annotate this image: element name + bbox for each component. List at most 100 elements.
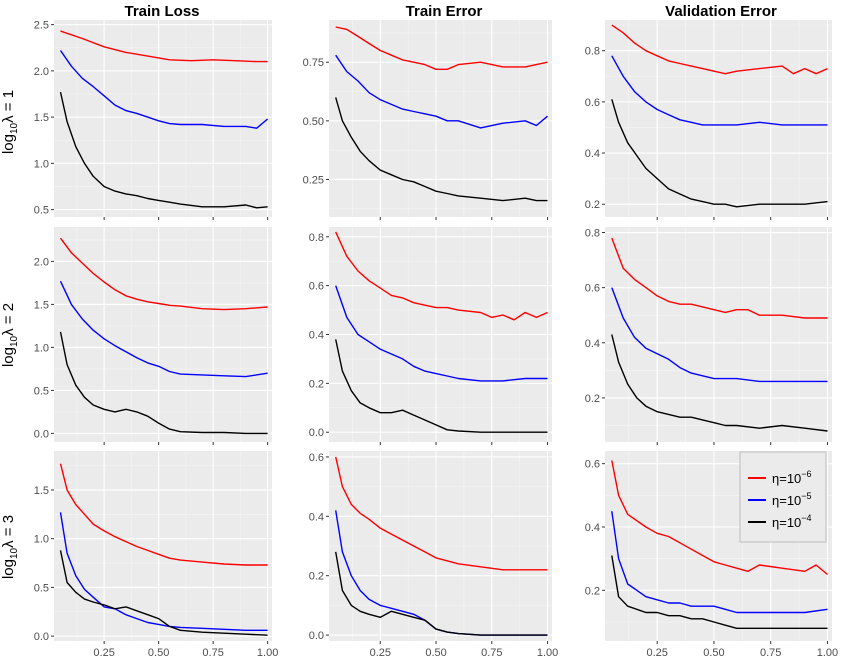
row-label-rest: λ = 2 (0, 303, 17, 336)
y-tick-label: 0.6 (585, 459, 600, 471)
series-line--10-5 (335, 54, 548, 129)
row-label-subscript: 10 (9, 335, 20, 347)
x-tick-label: 0.75 (481, 647, 502, 659)
x-tick-label: 0.50 (425, 647, 446, 659)
legend-label-base: η=10 (772, 493, 801, 508)
series-line--10-6 (335, 26, 548, 70)
column-title-validation-error: Validation Error (665, 3, 777, 20)
series-line--10-5 (611, 55, 828, 126)
series-line--10-6 (335, 231, 548, 321)
panel-background (54, 20, 272, 217)
series-line--10-5 (59, 280, 268, 378)
panel-background (54, 451, 272, 641)
series-line--10-5 (59, 50, 269, 129)
y-tick-label: 0.25 (303, 174, 324, 186)
y-tick-label: 0.6 (585, 283, 600, 295)
y-tick-label: 1.5 (34, 485, 49, 497)
y-tick-label: 0.4 (585, 522, 600, 534)
column-title-train-loss: Train Loss (124, 3, 199, 20)
row-label-rest: λ = 1 (0, 90, 17, 123)
series-line--10-6 (59, 463, 268, 566)
row-label-lambda-1: log10λ = 1 (0, 90, 20, 154)
y-tick-label: 0.8 (585, 228, 600, 240)
series-line--10-6 (59, 237, 268, 311)
series-line--10-4 (335, 97, 548, 202)
x-tick-label: 0.25 (93, 647, 114, 659)
x-tick-label: 0.25 (370, 647, 391, 659)
row-labels: log10λ = 1 log10λ = 2 log10λ = 3 (0, 90, 20, 579)
series-line--10-6 (60, 30, 268, 63)
panel-train-loss-row-3: 0.0 0.5 1.0 1.5 0.25 0.50 0.75 1.00 (34, 451, 278, 659)
x-tick-label: 1.00 (537, 647, 558, 659)
series-line--10-4 (59, 550, 268, 636)
y-tick-label: 0.4 (309, 330, 324, 342)
series-line--10-6 (611, 24, 828, 75)
panel-train-error-row-1: 0.25 0.50 0.75 (303, 20, 552, 220)
x-tick-label: 0.25 (646, 647, 667, 659)
y-tick-label: 0.4 (585, 338, 600, 350)
x-tick-label: 1.00 (257, 647, 278, 659)
series-line--10-5 (59, 512, 268, 631)
column-title-train-error: Train Error (406, 3, 483, 20)
series-line--10-5 (611, 287, 828, 383)
panels: 0.51.01.52.02.50.250.500.750.20.40.60.80… (34, 20, 838, 659)
panel-background (54, 227, 272, 442)
row-label-base: log (0, 559, 17, 579)
panel-validation-error-row-2: 0.2 0.4 0.6 0.8 (585, 227, 832, 445)
legend-label-exponent: −6 (801, 469, 811, 479)
row-label-subscript: 10 (9, 122, 20, 134)
panel-background (605, 20, 832, 217)
row-label-lambda-3: log10λ = 3 (0, 515, 20, 579)
series-line--10-4 (59, 91, 268, 209)
column-titles: Train Loss Train Error Validation Error (124, 3, 777, 20)
y-tick-label: 0.0 (34, 631, 49, 643)
y-tick-label: 0.75 (303, 57, 324, 69)
series-line--10-5 (335, 285, 548, 382)
series-line--10-4 (611, 555, 828, 629)
y-tick-label: 0.0 (309, 427, 324, 439)
panel-train-error-row-2: 0.0 0.2 0.4 0.6 0.8 (309, 227, 552, 445)
series-line--10-4 (611, 334, 828, 432)
y-tick-label: 0.8 (309, 232, 324, 244)
legend-label-base: η=10 (772, 471, 801, 486)
row-label-base: log (0, 134, 17, 154)
y-tick-label: 0.6 (585, 97, 600, 109)
legend-label-eta-1e-6: η=10−6 (772, 469, 812, 486)
x-tick-label: 1.00 (817, 647, 838, 659)
panel-train-loss-row-2: 0.0 0.5 1.0 1.5 2.0 (34, 227, 272, 445)
legend-label-eta-1e-4: η=10−4 (772, 513, 812, 530)
y-tick-label: 0.6 (309, 452, 324, 464)
y-tick-label: 2.5 (34, 20, 49, 32)
series-line--10-4 (335, 339, 548, 433)
legend-label-exponent: −5 (801, 491, 811, 501)
y-tick-label: 1.0 (34, 342, 49, 354)
panel-background (605, 227, 832, 442)
row-label-lambda-2: log10λ = 2 (0, 303, 20, 367)
legend-label-eta-1e-5: η=10−5 (772, 491, 812, 508)
y-tick-label: 2.0 (34, 66, 49, 78)
panel-train-error-row-3: 0.0 0.2 0.4 0.6 0.25 0.50 0.75 1.00 (309, 451, 558, 659)
series-line--10-4 (59, 331, 268, 435)
series-line--10-6 (611, 460, 828, 576)
y-tick-label: 0.0 (34, 428, 49, 440)
y-tick-label: 1.0 (34, 158, 49, 170)
y-tick-label: 0.0 (309, 630, 324, 642)
series-line--10-4 (335, 551, 548, 636)
y-tick-label: 0.2 (585, 393, 600, 405)
y-tick-label: 2.0 (34, 256, 49, 268)
y-tick-label: 0.2 (309, 378, 324, 390)
x-tick-label: 0.50 (703, 647, 724, 659)
series-line--10-6 (611, 237, 828, 319)
series-line--10-6 (335, 456, 548, 571)
y-tick-label: 1.5 (34, 299, 49, 311)
x-tick-label: 0.50 (148, 647, 169, 659)
y-tick-label: 0.4 (585, 148, 600, 160)
y-tick-label: 0.5 (34, 205, 49, 217)
y-tick-label: 0.6 (309, 281, 324, 293)
row-label-subscript: 10 (9, 547, 20, 559)
row-label-rest: λ = 3 (0, 515, 17, 548)
row-label-base: log (0, 347, 17, 367)
legend-label-exponent: −4 (801, 513, 811, 523)
y-tick-label: 0.50 (303, 116, 324, 128)
legend-box (739, 451, 827, 543)
